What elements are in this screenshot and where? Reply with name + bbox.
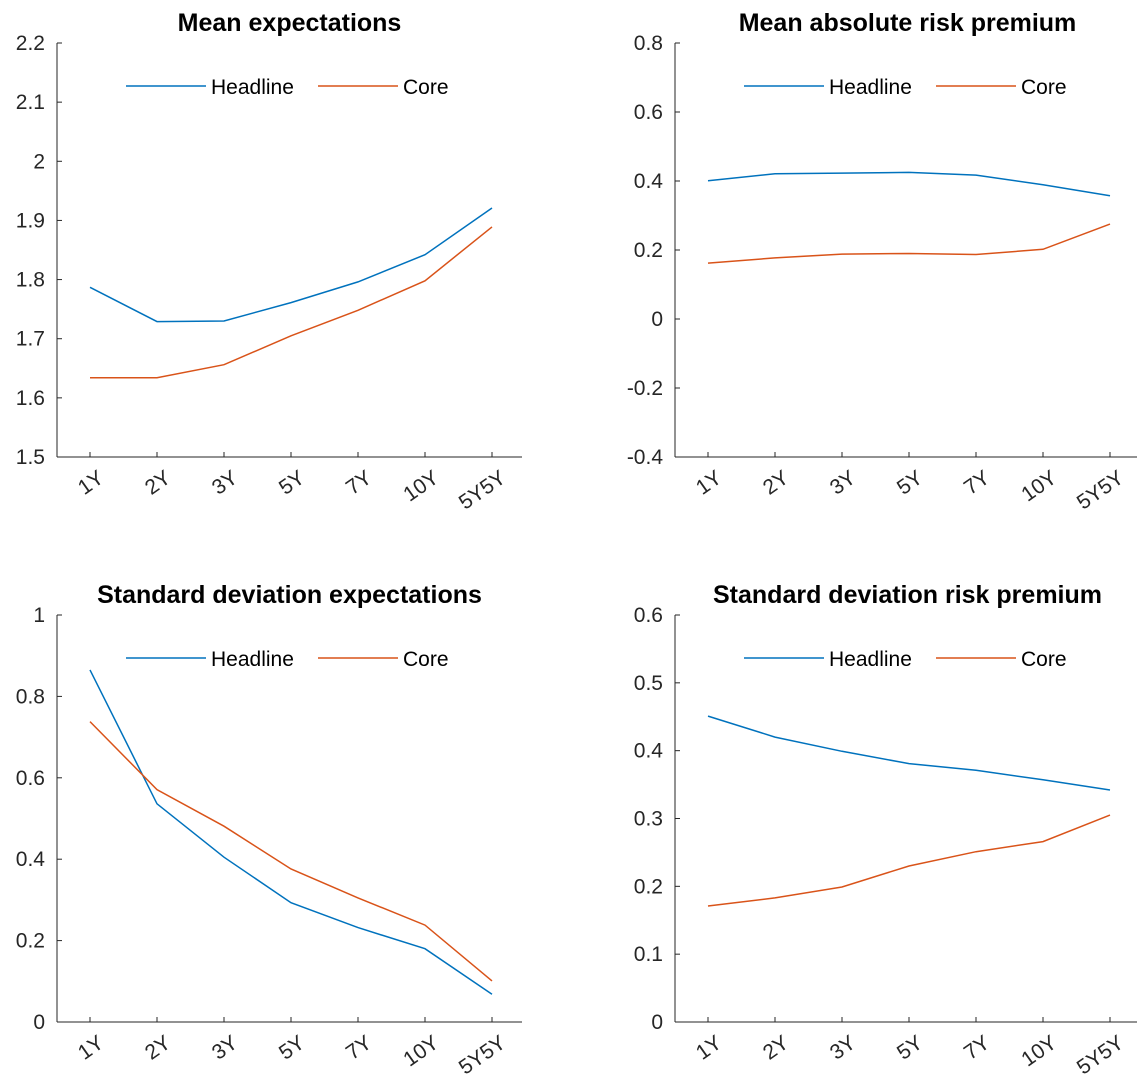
x-tick-label: 7Y: [960, 466, 994, 500]
x-tick-label: 5Y5Y: [455, 1031, 510, 1079]
x-tick-label: 5Y: [275, 1031, 309, 1065]
x-tick-label: 2Y: [759, 1031, 793, 1065]
x-tick-label: 10Y: [399, 466, 443, 506]
y-tick-label: 0: [651, 1011, 663, 1034]
y-tick-label: 0.4: [16, 848, 46, 871]
x-tick-label: 5Y: [893, 1031, 927, 1065]
legend-label-core: Core: [1021, 648, 1067, 671]
x-tick-label: 7Y: [960, 1031, 994, 1065]
y-tick-label: 0.4: [634, 740, 664, 763]
x-tick-label: 5Y5Y: [1073, 1031, 1128, 1079]
y-tick-label: 0.2: [634, 875, 663, 898]
y-tick-label: 0: [33, 1011, 45, 1034]
series-line-core: [707, 223, 1111, 264]
x-tick-label: 1Y: [692, 466, 726, 500]
y-tick-label: 1.6: [16, 387, 45, 410]
series-line-headline: [89, 207, 493, 323]
y-tick-label: 2.2: [16, 32, 45, 55]
x-tick-label: 5Y5Y: [1073, 466, 1128, 514]
y-tick-label: -0.2: [627, 377, 663, 400]
y-tick-label: 0.5: [634, 672, 663, 695]
x-tick-label: 3Y: [208, 466, 242, 500]
y-tick-label: 0.4: [634, 170, 664, 193]
x-tick-label: 5Y: [893, 466, 927, 500]
legend-label-headline: Headline: [829, 648, 912, 671]
y-tick-label: 1.9: [16, 209, 45, 232]
y-tick-label: 1.7: [16, 328, 45, 351]
chart-title: Standard deviation expectations: [97, 581, 482, 609]
y-tick-label: 1.8: [16, 269, 45, 292]
series-line-core: [89, 721, 493, 982]
legend-label-core: Core: [403, 76, 449, 99]
y-tick-label: 0.2: [16, 930, 45, 953]
series-line-core: [90, 226, 493, 379]
y-tick-label: 0.3: [634, 808, 663, 831]
x-tick-label: 7Y: [342, 466, 376, 500]
chart-panel-1: Mean absolute risk premium -0.4 -0.2 0 0.2 0.…: [627, 9, 1137, 514]
y-tick-label: 0.6: [16, 767, 45, 790]
chart-title: Mean expectations: [178, 9, 402, 37]
y-tick-label: 2: [33, 150, 45, 173]
y-tick-label: 0.2: [634, 239, 663, 262]
chart-panel-0: Mean expectations 1.5 1.6 1.7 1.8 1.9 2 2.1 2.2 1…: [16, 9, 522, 514]
y-tick-label: 0.8: [634, 32, 663, 55]
y-tick-label: -0.4: [627, 446, 664, 469]
chart-panel-3: Standard deviation risk premium 0 0.1 0.2 0.…: [634, 581, 1137, 1079]
x-tick-label: 1Y: [74, 1031, 108, 1065]
x-tick-label: 1Y: [692, 1031, 726, 1065]
chart-title: Standard deviation risk premium: [713, 581, 1102, 609]
y-tick-label: 0.6: [634, 101, 663, 124]
x-tick-label: 1Y: [74, 466, 108, 500]
series-line-headline: [707, 171, 1111, 197]
x-tick-label: 3Y: [208, 1031, 242, 1065]
x-tick-label: 2Y: [759, 466, 793, 500]
x-tick-label: 3Y: [826, 1031, 860, 1065]
y-tick-label: 1.5: [16, 446, 45, 469]
chart-panel-2: Standard deviation expectations 0 0.2 0.4 0.…: [16, 581, 522, 1079]
y-tick-label: 1: [33, 604, 45, 627]
y-tick-label: 0.6: [634, 604, 663, 627]
series-line-core: [707, 814, 1111, 907]
legend-label-core: Core: [1021, 76, 1067, 99]
x-tick-label: 2Y: [141, 1031, 175, 1065]
x-tick-label: 5Y5Y: [455, 466, 510, 514]
x-tick-label: 10Y: [1017, 466, 1061, 506]
x-tick-label: 10Y: [399, 1031, 443, 1071]
x-tick-label: 3Y: [826, 466, 860, 500]
legend-label-headline: Headline: [211, 76, 294, 99]
series-line-headline: [707, 715, 1111, 791]
x-tick-label: 10Y: [1017, 1031, 1061, 1071]
legend-label-headline: Headline: [829, 76, 912, 99]
x-tick-label: 2Y: [141, 466, 175, 500]
y-tick-label: 0: [651, 308, 663, 331]
chart-title: Mean absolute risk premium: [739, 9, 1077, 37]
y-tick-label: 0.8: [16, 685, 45, 708]
x-tick-label: 5Y: [275, 466, 309, 500]
y-tick-label: 0.1: [634, 943, 663, 966]
legend-label-core: Core: [403, 648, 449, 671]
y-tick-label: 2.1: [16, 91, 45, 114]
legend-label-headline: Headline: [211, 648, 294, 671]
x-tick-label: 7Y: [342, 1031, 376, 1065]
series-line-headline: [89, 669, 493, 995]
